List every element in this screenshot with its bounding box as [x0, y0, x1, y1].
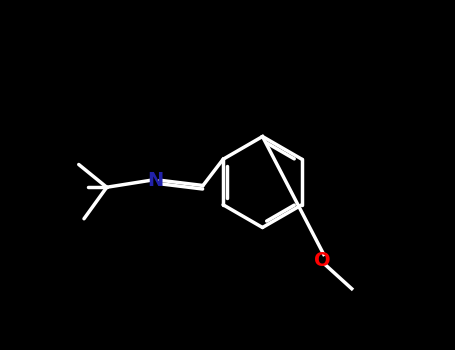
Text: N: N: [147, 171, 164, 190]
Text: O: O: [313, 251, 330, 270]
